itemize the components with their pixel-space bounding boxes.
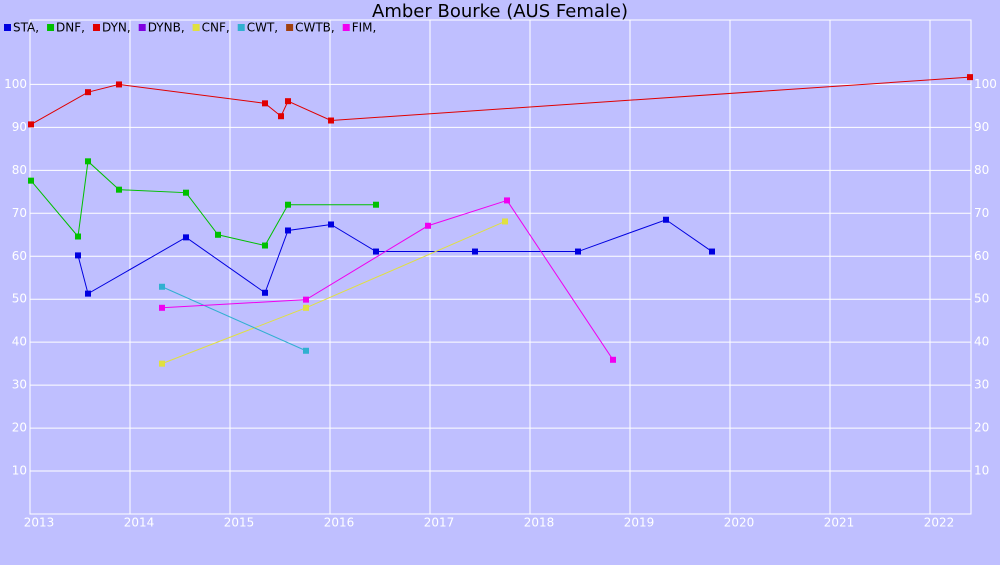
- data-point: [425, 222, 431, 229]
- y2-tick-label: 70: [974, 206, 989, 220]
- legend-label: DNF,: [56, 21, 85, 35]
- data-point: [28, 121, 34, 128]
- data-point: [85, 158, 91, 165]
- legend-label: CWTB,: [295, 21, 335, 35]
- data-point: [709, 248, 715, 255]
- y2-tick-label: 30: [974, 378, 989, 392]
- x-tick-label: 2016: [324, 516, 355, 530]
- data-point: [373, 201, 379, 208]
- data-point: [215, 231, 221, 238]
- x-tick-label: 2022: [924, 516, 955, 530]
- data-point: [85, 89, 91, 96]
- data-point: [183, 189, 189, 196]
- legend-swatch: [342, 24, 350, 31]
- x-tick-label: 2013: [24, 516, 55, 530]
- legend-label: CNF,: [202, 21, 230, 35]
- y2-tick-label: 100: [974, 77, 997, 91]
- data-point: [303, 347, 309, 354]
- y2-tick-label: 90: [974, 120, 989, 134]
- y-tick-label: 90: [12, 120, 27, 134]
- y2-tick-label: 60: [974, 249, 989, 263]
- legend-swatch: [92, 24, 100, 31]
- x-tick-label: 2020: [724, 516, 755, 530]
- y2-tick-label: 10: [974, 464, 989, 478]
- y2-tick-label: 20: [974, 421, 989, 435]
- legend-swatch: [47, 24, 55, 31]
- series-line: [161, 286, 307, 352]
- data-point: [159, 304, 165, 311]
- legend-label: CWT,: [247, 21, 278, 35]
- data-point: [159, 283, 165, 290]
- data-point: [116, 81, 122, 88]
- data-point: [262, 100, 268, 107]
- x-tick-label: 2015: [224, 516, 255, 530]
- data-point: [285, 201, 291, 208]
- data-point: [663, 216, 669, 223]
- data-point: [116, 186, 122, 193]
- legend-label: DYNB,: [148, 21, 185, 35]
- data-point: [303, 296, 309, 303]
- data-point: [328, 221, 334, 228]
- x-tick-label: 2018: [524, 516, 555, 530]
- y2-tick-label: 80: [974, 163, 989, 177]
- data-point: [502, 218, 508, 225]
- data-point: [278, 113, 284, 120]
- data-point: [472, 248, 478, 255]
- data-point: [285, 98, 291, 105]
- x-tick-label: 2019: [624, 516, 655, 530]
- data-point: [373, 248, 379, 255]
- y-tick-label: 40: [12, 335, 27, 349]
- series-line: [30, 76, 971, 125]
- legend-swatch: [192, 24, 200, 31]
- y2-tick-label: 50: [974, 292, 989, 306]
- data-point: [159, 360, 165, 367]
- y2-tick-label: 40: [974, 335, 989, 349]
- y-tick-label: 60: [12, 249, 27, 263]
- data-point: [328, 117, 334, 124]
- legend-label: DYN,: [102, 21, 131, 35]
- data-point: [262, 242, 268, 249]
- y-tick-label: 80: [12, 163, 27, 177]
- legend-swatch: [237, 24, 245, 31]
- data-point: [303, 304, 309, 311]
- legend-label: STA,: [13, 21, 39, 35]
- y-tick-label: 50: [12, 292, 27, 306]
- data-point: [262, 289, 268, 296]
- x-tick-label: 2017: [424, 516, 455, 530]
- data-point: [967, 74, 973, 81]
- data-point: [504, 197, 510, 204]
- data-point: [75, 233, 81, 240]
- data-point: [285, 227, 291, 234]
- data-point: [183, 234, 189, 241]
- data-point: [75, 252, 81, 259]
- data-point: [85, 290, 91, 297]
- legend-label: FIM,: [352, 21, 377, 35]
- legend-swatch: [286, 24, 294, 31]
- chart-title: Amber Bourke (AUS Female): [372, 1, 628, 22]
- y-tick-label: 100: [4, 77, 27, 91]
- x-tick-label: 2014: [124, 516, 155, 530]
- y-tick-label: 10: [12, 464, 27, 478]
- legend-swatch: [4, 24, 11, 31]
- data-point: [575, 248, 581, 255]
- data-point: [28, 177, 34, 184]
- data-point: [610, 356, 616, 363]
- y-tick-label: 20: [12, 421, 27, 435]
- y-tick-label: 70: [12, 206, 27, 220]
- legend-swatch: [138, 24, 146, 31]
- y-tick-label: 30: [12, 378, 27, 392]
- x-tick-label: 2021: [824, 516, 855, 530]
